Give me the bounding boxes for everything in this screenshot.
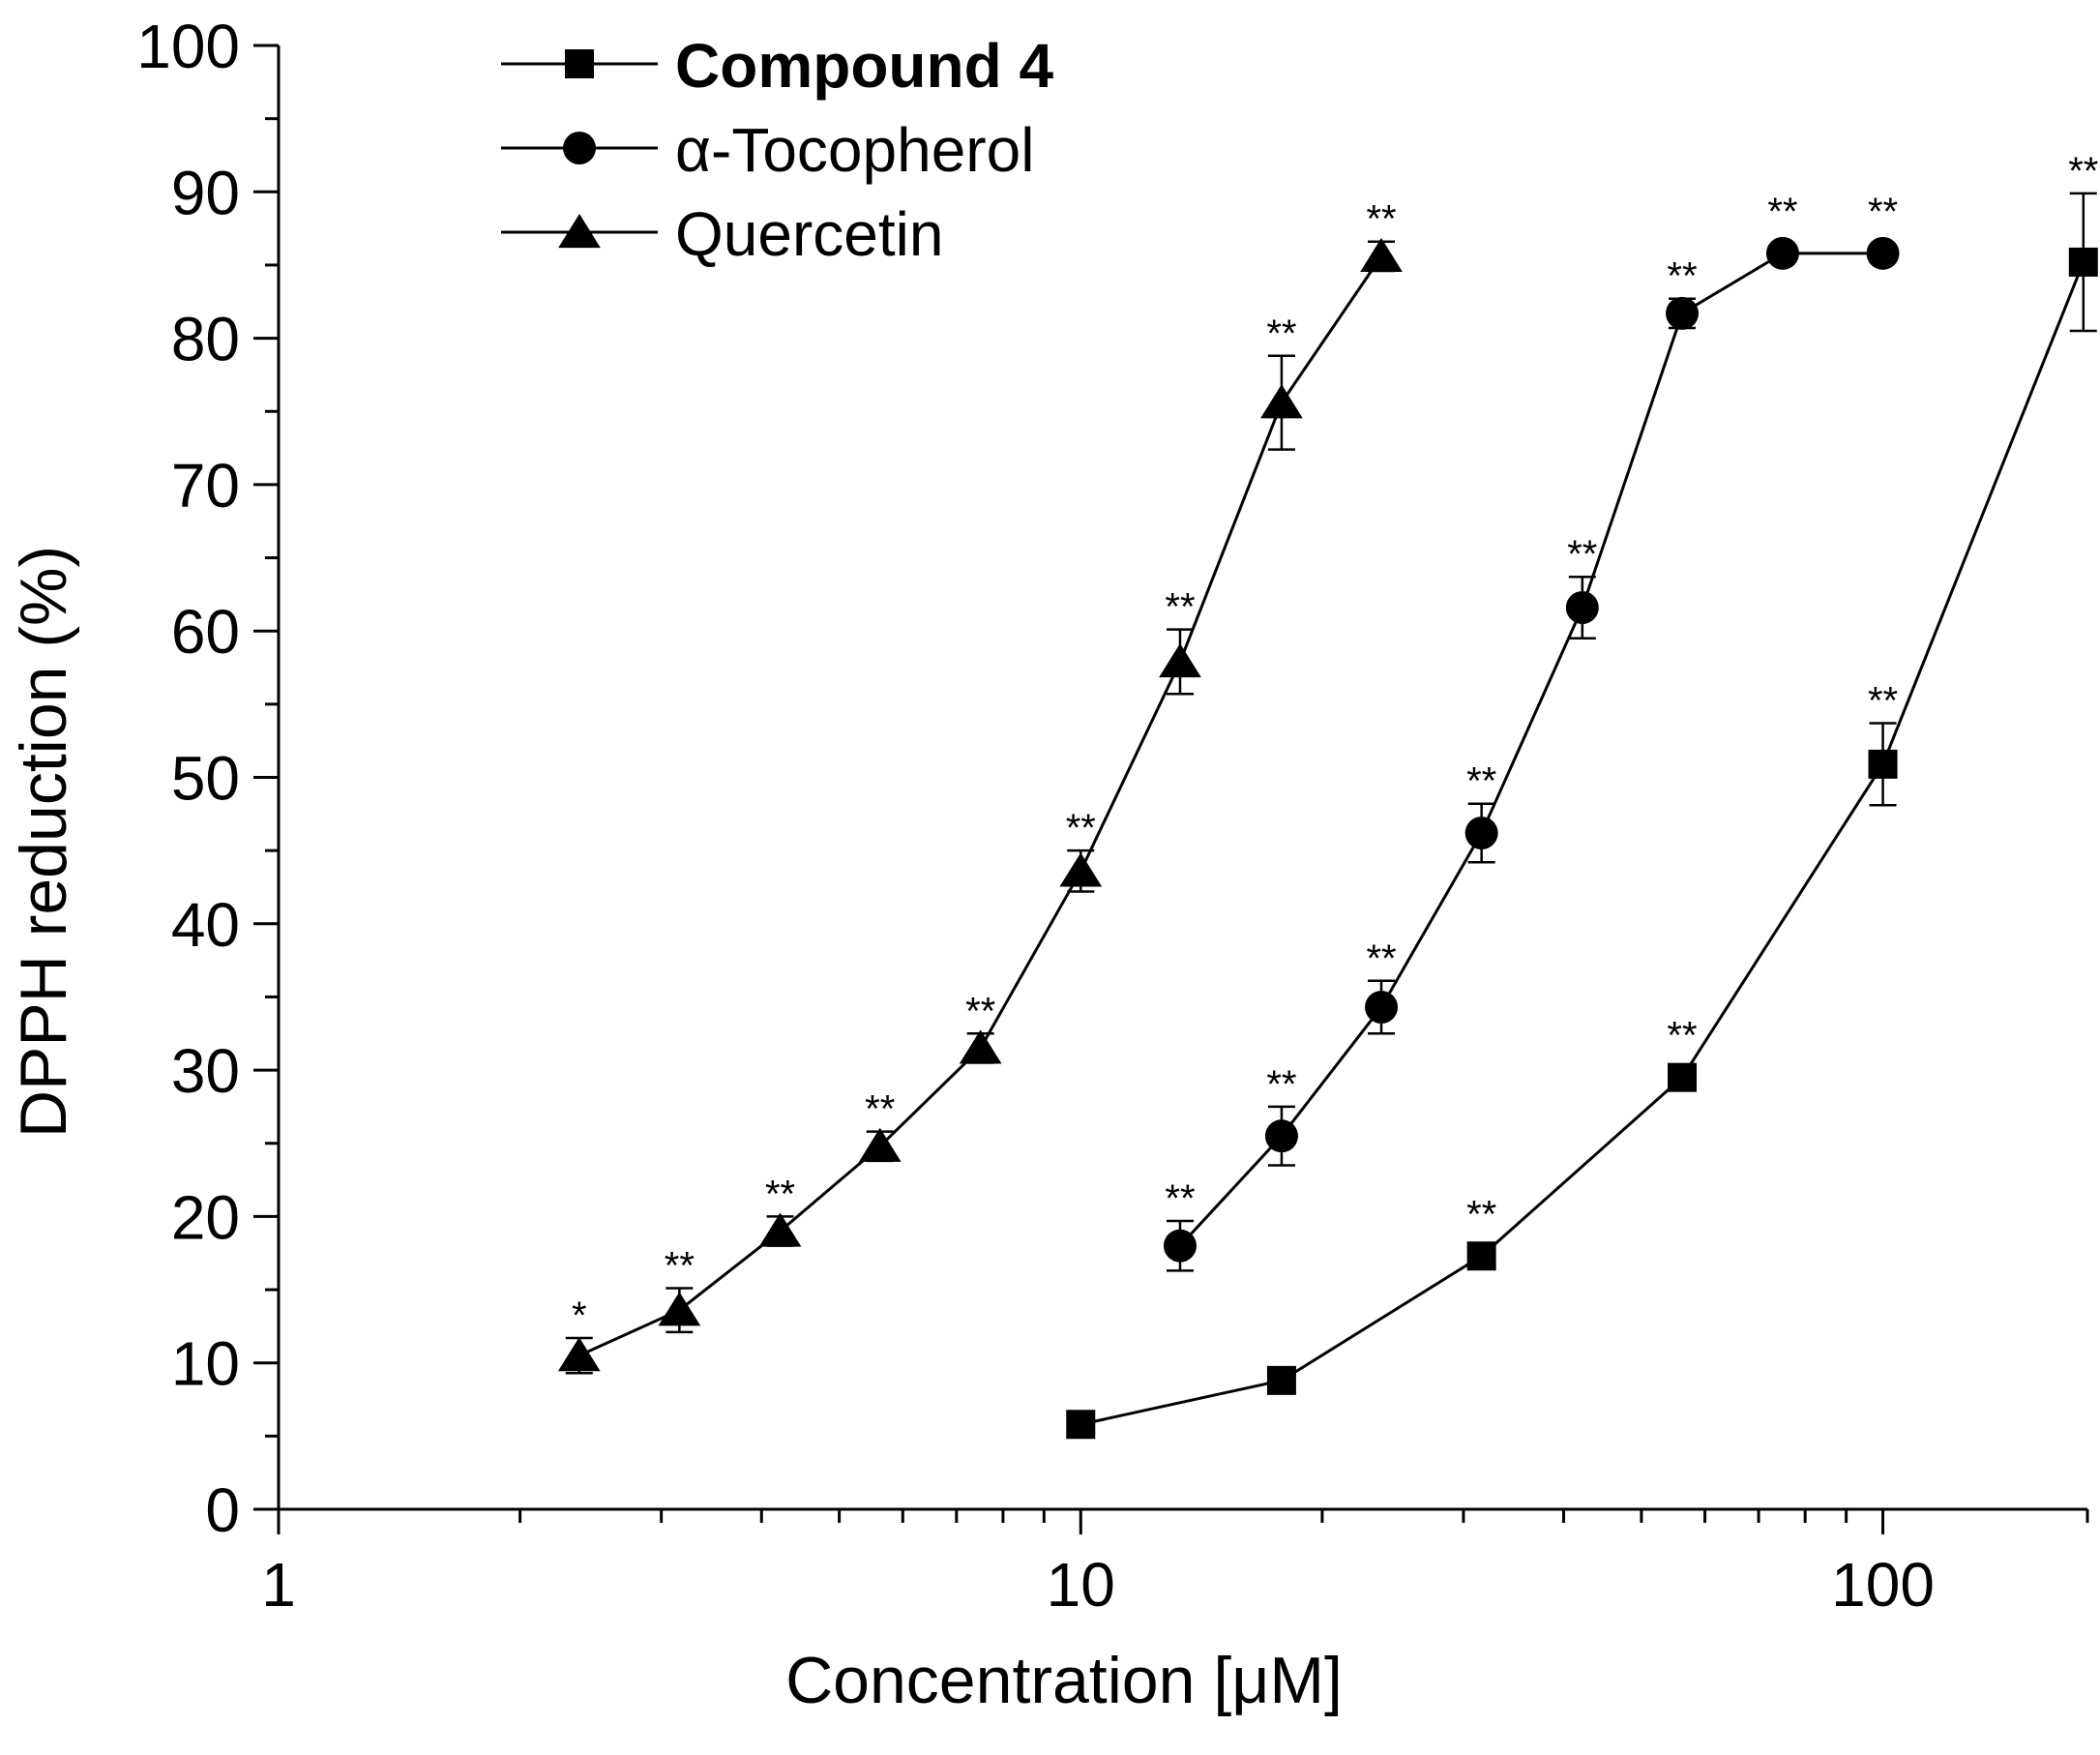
data-point (1066, 1410, 1096, 1440)
series-circle: ** ** ** ** ** ** ** ** (1163, 191, 1900, 1272)
significance-label: ** (1366, 198, 1396, 241)
significance-label: ** (1567, 533, 1597, 576)
significance-label: ** (865, 1088, 895, 1131)
y-tick-label: 90 (171, 158, 240, 227)
x-tick-label: 1 (261, 1550, 296, 1620)
data-point (1464, 816, 1498, 849)
significance-label: ** (965, 990, 995, 1032)
series-line (1178, 252, 1883, 1247)
series-line (1080, 261, 2085, 1426)
y-tick-label: 40 (171, 890, 240, 960)
y-tick-label: 30 (171, 1036, 240, 1106)
data-point (1266, 1365, 1296, 1395)
data-point (1264, 1119, 1298, 1153)
significance-label: ** (1066, 807, 1096, 849)
significance-label: ** (1366, 937, 1396, 980)
series-square: ** ** ** ** (1066, 150, 2098, 1440)
significance-label: ** (1466, 1193, 1496, 1235)
significance-label: ** (1868, 680, 1898, 723)
y-tick-label: 100 (136, 12, 240, 81)
x-axis-label: Concentration [μM] (785, 1644, 1343, 1717)
data-point (1868, 749, 1898, 779)
significance-label: ** (1266, 312, 1296, 355)
significance-label: ** (1667, 1015, 1697, 1057)
significance-label: ** (1667, 255, 1697, 298)
data-point (557, 1337, 601, 1372)
y-tick-label: 20 (171, 1182, 240, 1252)
legend: Compound 4 α-Tocopherol Quercetin (501, 31, 1053, 269)
data-point (2068, 247, 2098, 277)
data-point (658, 1292, 701, 1326)
legend-label: Quercetin (675, 199, 943, 269)
y-tick-label: 10 (171, 1329, 240, 1399)
significance-label: ** (2068, 150, 2098, 193)
significance-label: ** (1266, 1063, 1296, 1106)
significance-label: * (572, 1294, 587, 1337)
x-tick-label: 100 (1831, 1550, 1935, 1620)
data-point (1765, 236, 1799, 270)
data-point (1163, 1229, 1197, 1263)
significance-label: ** (1165, 586, 1195, 629)
y-axis-label: DPPH reduction (%) (7, 546, 80, 1138)
series-line (578, 255, 1383, 1357)
data-point (1365, 991, 1399, 1025)
data-point (1866, 236, 1900, 270)
significance-label: ** (1767, 191, 1797, 233)
data-point (1360, 237, 1403, 273)
legend-label: α-Tocopherol (675, 115, 1034, 185)
significance-label: ** (1868, 191, 1898, 233)
legend-marker (565, 49, 594, 78)
x-tick-label: 10 (1047, 1550, 1115, 1620)
data-point (959, 1029, 1002, 1064)
y-tick-label: 70 (171, 451, 240, 521)
series-triangle: ***************** (557, 198, 1403, 1375)
y-tick-label: 50 (171, 744, 240, 814)
legend-marker (563, 132, 596, 164)
data-point (1565, 590, 1599, 624)
data-point (1260, 384, 1303, 419)
legend-marker (558, 214, 601, 249)
data-point (758, 1212, 802, 1247)
legend-label: Compound 4 (675, 31, 1053, 101)
y-tick-label: 0 (205, 1475, 240, 1545)
data-point (1666, 296, 1700, 330)
y-tick-label: 60 (171, 597, 240, 667)
significance-label: ** (665, 1245, 695, 1288)
data-point (1668, 1062, 1698, 1092)
y-tick-label: 80 (171, 305, 240, 374)
data-point (858, 1127, 902, 1162)
data-point (1159, 642, 1201, 678)
significance-label: ** (765, 1173, 795, 1215)
plot-area: ********************** ******************… (557, 150, 2098, 1440)
data-point (1466, 1241, 1496, 1271)
significance-label: ** (1165, 1177, 1195, 1220)
data-point (1059, 852, 1103, 887)
significance-label: ** (1466, 760, 1496, 803)
